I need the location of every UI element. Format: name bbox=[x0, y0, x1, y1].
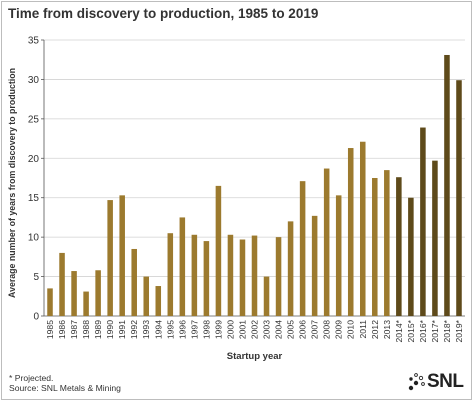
x-tick-label: 1999 bbox=[213, 320, 223, 339]
bar bbox=[408, 197, 414, 316]
x-tick-label: 2007 bbox=[310, 320, 320, 339]
x-tick-label: 2017* bbox=[430, 319, 440, 342]
bar bbox=[311, 215, 318, 316]
y-tick-label: 35 bbox=[28, 36, 40, 47]
x-tick-label: 1997 bbox=[189, 320, 199, 339]
bar bbox=[155, 286, 162, 316]
x-tick-label: 2004 bbox=[274, 320, 284, 339]
x-tick-label: 2001 bbox=[237, 320, 247, 339]
logo-text: SNL bbox=[427, 371, 464, 392]
y-axis-title: Average number of years from discovery t… bbox=[7, 68, 17, 298]
bar bbox=[323, 168, 330, 316]
bar bbox=[59, 252, 65, 316]
y-tick-label: 0 bbox=[33, 312, 39, 323]
snl-dots-icon bbox=[408, 373, 425, 391]
bar bbox=[359, 141, 366, 316]
bar bbox=[287, 221, 294, 316]
x-tick-label: 2009 bbox=[334, 320, 344, 339]
x-tick-label: 1996 bbox=[177, 320, 187, 339]
bar bbox=[191, 234, 198, 316]
bar bbox=[95, 270, 101, 316]
x-tick-label: 2003 bbox=[262, 320, 272, 339]
footnote-source: Source: SNL Metals & Mining bbox=[9, 383, 121, 393]
bar bbox=[227, 234, 234, 316]
x-tick-label: 1988 bbox=[81, 320, 91, 339]
bar bbox=[119, 195, 125, 316]
bar bbox=[275, 237, 282, 316]
x-tick-label: 1985 bbox=[45, 320, 55, 339]
bar bbox=[167, 233, 174, 316]
x-tick-label: 2011 bbox=[358, 320, 368, 339]
bar bbox=[384, 170, 390, 316]
x-tick-label: 2005 bbox=[286, 320, 296, 339]
x-tick-label: 1998 bbox=[201, 320, 211, 339]
x-tick-label: 2016* bbox=[418, 319, 428, 342]
snl-logo: SNL bbox=[408, 370, 468, 394]
bar bbox=[456, 80, 462, 317]
x-tick-label: 1987 bbox=[69, 320, 79, 339]
bar bbox=[335, 195, 342, 316]
y-tick-label: 30 bbox=[28, 75, 40, 86]
bar bbox=[263, 276, 270, 316]
x-tick-label: 1995 bbox=[165, 320, 175, 339]
x-tick-label: 2013 bbox=[382, 320, 392, 339]
x-tick-label: 1989 bbox=[93, 320, 103, 339]
bar bbox=[239, 239, 246, 316]
x-tick-label: 2019* bbox=[454, 319, 464, 342]
x-tick-label: 1990 bbox=[105, 320, 115, 339]
bar bbox=[372, 178, 378, 316]
x-tick-label: 2012 bbox=[370, 320, 380, 339]
bar bbox=[83, 291, 89, 316]
footnote: * Projected. Source: SNL Metals & Mining bbox=[9, 373, 121, 393]
bar bbox=[143, 276, 150, 316]
bar bbox=[203, 241, 210, 316]
x-tick-label: 2000 bbox=[225, 320, 235, 339]
x-tick-label: 1986 bbox=[57, 320, 67, 339]
y-tick-label: 15 bbox=[28, 193, 40, 204]
x-tick-label: 1991 bbox=[117, 320, 127, 339]
x-tick-label: 2008 bbox=[322, 320, 332, 339]
bar bbox=[179, 217, 186, 316]
x-tick-label: 2015* bbox=[406, 319, 416, 342]
x-axis-title: Startup year bbox=[227, 351, 283, 362]
x-tick-label: 2014* bbox=[394, 319, 404, 342]
bar bbox=[299, 181, 306, 316]
x-tick-label: 2006 bbox=[298, 320, 308, 339]
x-tick-label: 1992 bbox=[129, 320, 139, 339]
bar bbox=[396, 177, 402, 316]
footnote-projected-note: * Projected. bbox=[9, 373, 54, 383]
x-tick-label: 1993 bbox=[141, 320, 151, 339]
bar bbox=[347, 148, 354, 316]
bar bbox=[444, 54, 450, 317]
chart-title: Time from discovery to production, 1985 … bbox=[8, 6, 319, 21]
y-tick-label: 20 bbox=[28, 154, 40, 165]
x-tick-label: 1994 bbox=[153, 320, 163, 339]
bar bbox=[251, 235, 258, 316]
bar bbox=[71, 271, 77, 316]
bar bbox=[47, 288, 53, 316]
y-tick-label: 25 bbox=[28, 114, 40, 125]
bar bbox=[131, 248, 137, 316]
x-tick-label: 2002 bbox=[250, 320, 260, 339]
bar bbox=[107, 200, 113, 316]
x-tick-label: 2010 bbox=[346, 320, 356, 339]
y-tick-label: 5 bbox=[33, 272, 39, 283]
bar bbox=[215, 185, 222, 316]
y-tick-label: 10 bbox=[28, 233, 40, 244]
bar bbox=[420, 127, 426, 316]
bar bbox=[432, 160, 438, 316]
x-tick-label: 2018* bbox=[442, 319, 452, 342]
